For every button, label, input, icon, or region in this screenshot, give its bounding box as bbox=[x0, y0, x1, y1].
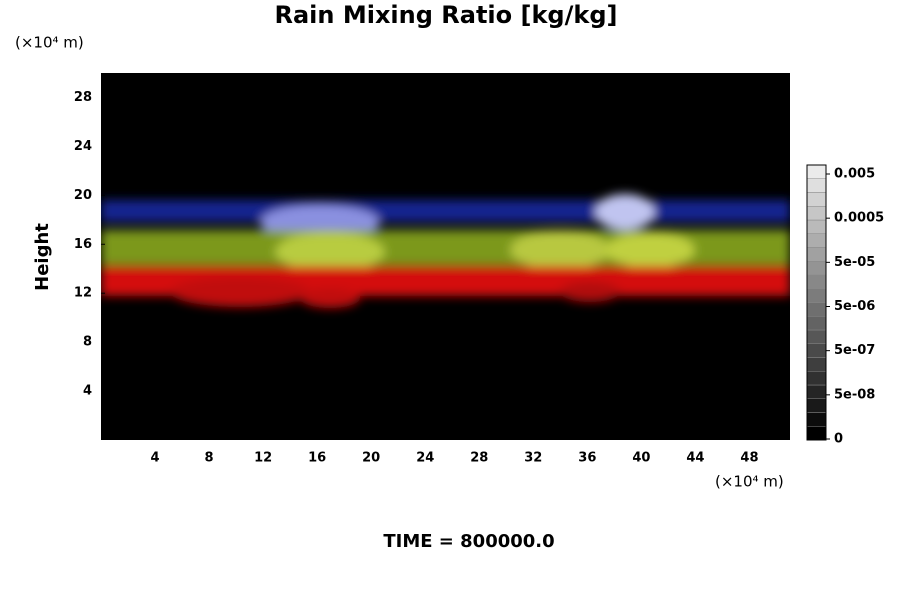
colorbar-cell bbox=[806, 426, 827, 441]
x-tick-label: 48 bbox=[740, 451, 758, 466]
x-tick-label: 20 bbox=[362, 451, 380, 466]
colorbar-cell bbox=[806, 192, 827, 207]
colorbar-cell bbox=[806, 233, 827, 248]
colorbar-cell bbox=[806, 371, 827, 386]
colorbar-tick-label: 5e-07 bbox=[834, 343, 875, 358]
colorbar-cell bbox=[806, 274, 827, 289]
x-tick-label: 12 bbox=[254, 451, 272, 466]
y-tick-label: 20 bbox=[74, 188, 92, 203]
x-tick-label: 4 bbox=[151, 451, 160, 466]
colorbar-cell bbox=[806, 178, 827, 193]
y-tick-label: 4 bbox=[83, 384, 92, 399]
colorbar-cell bbox=[806, 261, 827, 276]
x-tick-label: 32 bbox=[524, 451, 542, 466]
y-tick-label: 28 bbox=[74, 90, 92, 105]
x-tick-label: 44 bbox=[686, 451, 704, 466]
y-unit: (×10⁴ m) bbox=[15, 34, 84, 52]
rain-render bbox=[101, 194, 790, 308]
y-axis-label: Height bbox=[32, 223, 53, 291]
colorbar-cell bbox=[806, 219, 827, 234]
colorbar-cell bbox=[806, 343, 827, 358]
colorbar-cell bbox=[806, 398, 827, 413]
chart-title: Rain Mixing Ratio [kg/kg] bbox=[275, 1, 618, 29]
colorbar-tick-label: 5e-06 bbox=[834, 299, 875, 314]
colorbar-frame bbox=[806, 164, 827, 441]
colorbar-tick-label: 0.0005 bbox=[834, 211, 884, 226]
y-tick-label: 8 bbox=[83, 335, 92, 350]
colorbar-tick-label: 0.005 bbox=[834, 167, 875, 182]
x-tick-label: 16 bbox=[308, 451, 326, 466]
colorbar-cell bbox=[806, 412, 827, 427]
colorbar-cell bbox=[806, 288, 827, 303]
x-tick-label: 8 bbox=[205, 451, 214, 466]
x-tick-label: 36 bbox=[578, 451, 596, 466]
colorbar-cell bbox=[806, 206, 827, 221]
x-unit: (×10⁴ m) bbox=[715, 473, 784, 491]
colorbar-cell bbox=[806, 357, 827, 372]
colorbar-cell bbox=[806, 302, 827, 317]
x-tick-label: 40 bbox=[632, 451, 650, 466]
y-tick-label: 24 bbox=[74, 139, 92, 154]
colorbar-cell bbox=[806, 316, 827, 331]
y-tick-label: 16 bbox=[74, 237, 92, 252]
time-label: TIME = 800000.0 bbox=[383, 531, 554, 552]
colorbar-tick-label: 5e-08 bbox=[834, 387, 875, 402]
y-tick-label: 12 bbox=[74, 286, 92, 301]
colorbar-cell bbox=[806, 329, 827, 344]
colorbar-cell bbox=[806, 164, 827, 179]
colorbar-cell bbox=[806, 247, 827, 262]
colorbar-tick-label: 5e-05 bbox=[834, 255, 875, 270]
colorbar-cell bbox=[806, 384, 827, 399]
colorbar-tick-label: 0 bbox=[834, 432, 843, 447]
x-tick-label: 28 bbox=[470, 451, 488, 466]
x-tick-label: 24 bbox=[416, 451, 434, 466]
